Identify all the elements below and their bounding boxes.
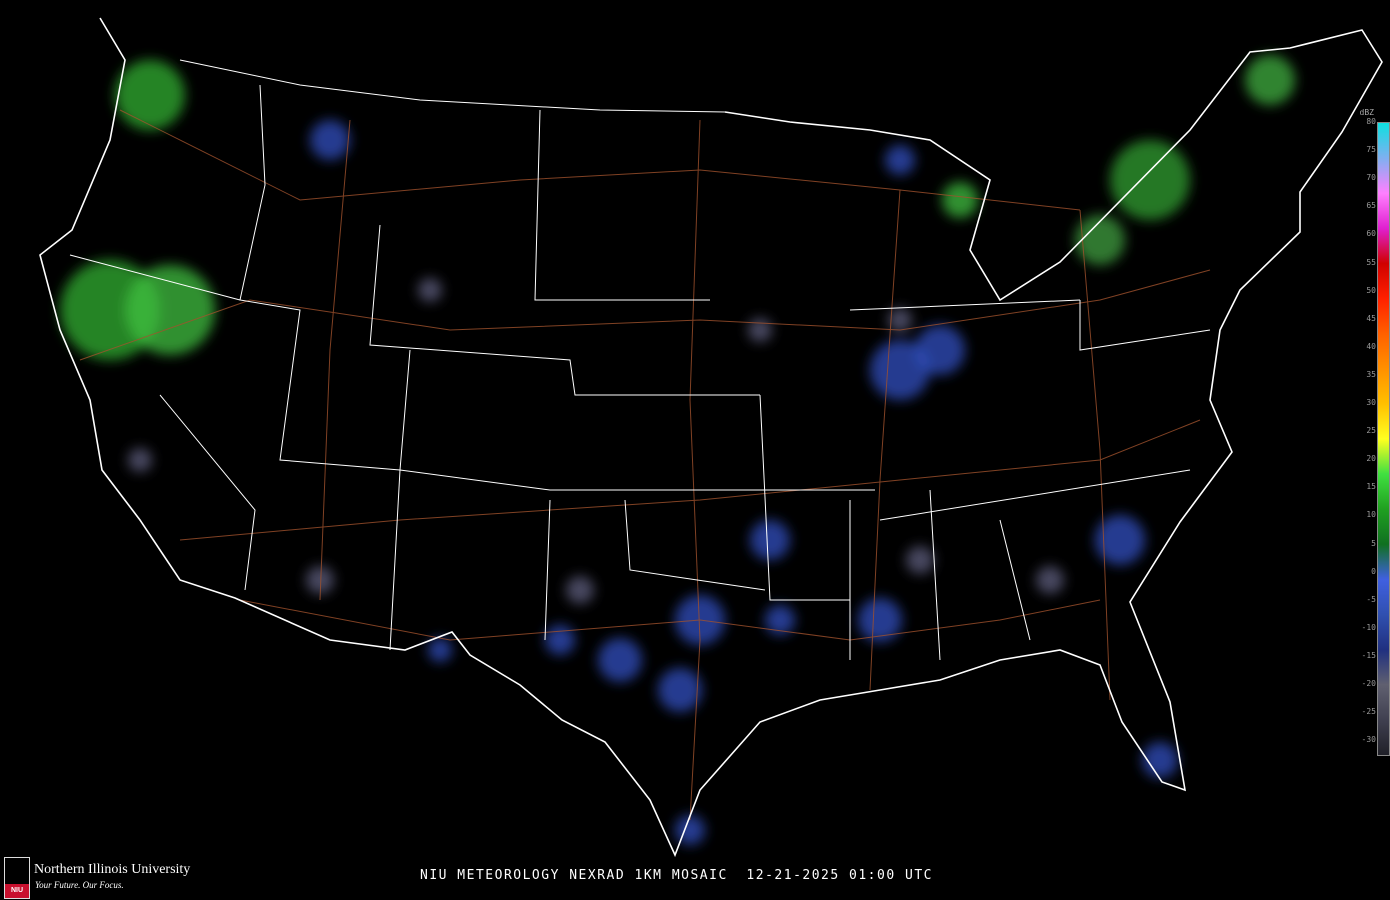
legend-color-bar [1377, 122, 1390, 756]
radar-echo [1075, 215, 1125, 265]
legend-tick: 0 [1371, 566, 1376, 576]
radar-echo [428, 638, 452, 662]
radar-echo [1095, 515, 1145, 565]
radar-echo [750, 520, 790, 560]
radar-echo [858, 598, 902, 642]
legend-tick: 70 [1366, 173, 1376, 183]
legend-tick: -15 [1361, 650, 1376, 660]
legend-tick: 5 [1371, 538, 1376, 548]
logo-name: Northern Illinois University [34, 862, 191, 877]
legend-tick: -5 [1366, 594, 1376, 604]
radar-echo [545, 625, 575, 655]
radar-echo [128, 448, 152, 472]
legend-tick: -25 [1361, 707, 1376, 717]
radar-echo [125, 265, 215, 355]
radar-echo [870, 340, 930, 400]
radar-echo [306, 566, 334, 594]
highway-lines [79, 109, 1211, 821]
legend-tick: 10 [1366, 510, 1376, 520]
radar-echoes [60, 55, 1295, 845]
coastline [39, 17, 1383, 858]
legend-tick: 65 [1366, 201, 1376, 211]
legend-tick: 75 [1366, 145, 1376, 155]
map-caption: NIU METEOROLOGY NEXRAD 1KM MOSAIC 12-21-… [420, 868, 933, 883]
radar-echo [765, 605, 795, 635]
legend-tick: -30 [1361, 735, 1376, 745]
radar-echo [888, 308, 912, 332]
logo-tagline: Your Future. Our Focus. [35, 880, 124, 890]
radar-echo [1036, 566, 1064, 594]
radar-echo [748, 318, 772, 342]
legend-tick: 35 [1366, 369, 1376, 379]
legend-tick: -20 [1361, 679, 1376, 688]
radar-echo [885, 145, 915, 175]
legend-unit: dBZ [1359, 108, 1374, 117]
radar-echo [915, 325, 965, 375]
dbz-color-legend: dBZ 80 75 70 65 60 55 50 45 40 35 30 25 20 15 10 5 0 -5 -1… [1352, 108, 1390, 758]
niu-logo: NIU Northern Illinois University Your Fu… [2, 855, 232, 900]
legend-tick: -10 [1361, 622, 1376, 632]
radar-echo [1110, 140, 1190, 220]
radar-echo [566, 576, 594, 604]
legend-tick: 55 [1366, 257, 1376, 267]
legend-tick: 15 [1366, 482, 1376, 492]
legend-tick: 45 [1366, 313, 1376, 323]
legend-tick: 60 [1366, 229, 1376, 239]
legend-tick: 40 [1366, 341, 1376, 351]
legend-tick: 50 [1366, 285, 1376, 295]
radar-echo [942, 182, 978, 218]
radar-echo [115, 60, 185, 130]
radar-echo [598, 638, 642, 682]
legend-tick: 25 [1366, 426, 1376, 436]
niu-shield-icon: NIU [4, 857, 30, 899]
legend-tick: 20 [1366, 454, 1376, 464]
legend-tick: 80 [1366, 117, 1376, 126]
radar-echo [418, 278, 442, 302]
state-borders [69, 59, 1211, 661]
radar-echo [1142, 742, 1178, 778]
legend-tick: 30 [1366, 398, 1376, 407]
radar-echo [1245, 55, 1295, 105]
radar-echo [310, 120, 350, 160]
radar-echo [906, 546, 934, 574]
radar-echo [658, 668, 702, 712]
